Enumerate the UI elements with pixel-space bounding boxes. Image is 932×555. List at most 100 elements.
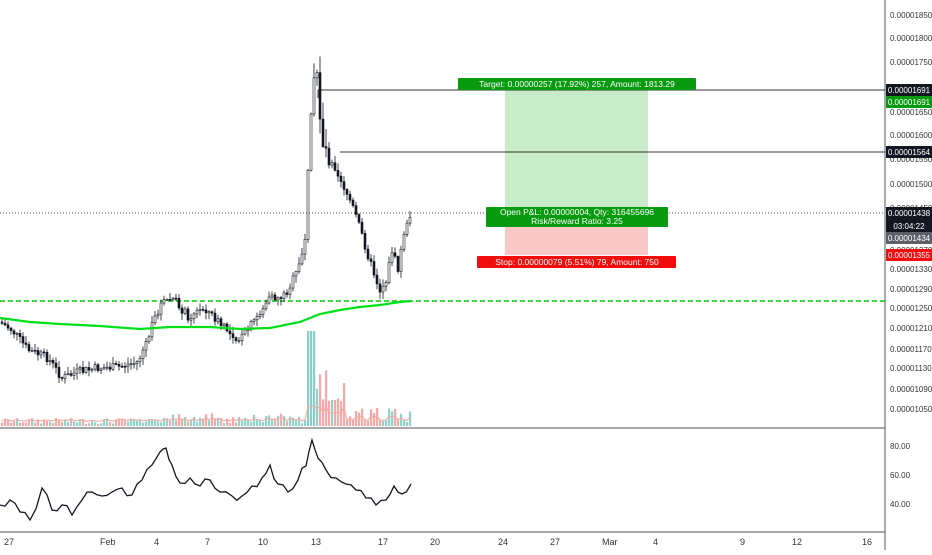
price-tick-label: 0.00001290 [890, 285, 932, 294]
target-label[interactable]: Target: 0.00000257 (17.92%) 257, Amount:… [458, 78, 696, 90]
volume-bar [61, 421, 64, 426]
volume-bar [55, 418, 58, 426]
price-tick-label: 0.00001850 [890, 11, 932, 20]
price-tick-label: 0.00001330 [890, 265, 932, 274]
volume-bar [241, 420, 244, 426]
candles[interactable] [0, 56, 412, 384]
candle-body [93, 364, 97, 370]
candle-body [357, 214, 361, 223]
candle-body [168, 299, 172, 301]
candle-body [102, 367, 106, 370]
volume-bar [181, 418, 184, 426]
volume-bar [40, 423, 43, 426]
volume-bar [379, 420, 382, 426]
rsi-line[interactable] [0, 437, 412, 522]
volume-bar [292, 417, 295, 426]
volume-bar [85, 423, 88, 426]
volume-bar [205, 414, 208, 426]
candle-body [201, 309, 205, 311]
candle-body [372, 261, 376, 276]
volume-bar [187, 421, 190, 426]
volume-bar [142, 422, 145, 426]
rsi-axis[interactable]: 80.00 60.00 40.00 [890, 442, 911, 509]
price-tick-label: 0.00001550 [890, 155, 932, 164]
candle-body [159, 302, 163, 315]
svg-text:0.00001691: 0.00001691 [888, 98, 931, 107]
volume-bar [232, 417, 235, 426]
volume-bar [175, 420, 178, 426]
volume-bar [70, 418, 73, 426]
pnl-label-text: Open P&L: 0.00000004, Qty: 316455696 [500, 207, 654, 217]
candle-body [348, 194, 352, 201]
rr-label-text: Risk/Reward Ratio: 3.25 [531, 216, 623, 226]
volume-bar [406, 421, 409, 426]
volume-bar [124, 419, 127, 426]
candle-body [207, 311, 211, 314]
candle-body [324, 146, 328, 149]
candle-body [3, 322, 7, 326]
volume-bar [136, 420, 139, 426]
candle-body [342, 181, 346, 190]
volume-bar [133, 419, 136, 426]
price-tick-label: 0.00001170 [890, 345, 932, 354]
candle-body [129, 363, 133, 366]
candle-body [384, 282, 388, 287]
candle-body [174, 297, 178, 300]
volume-bar [358, 412, 361, 426]
time-axis[interactable]: 27 Feb 4 7 10 13 17 20 24 27 Mar 4 9 12 16 [4, 537, 872, 547]
volume-bar [58, 420, 61, 426]
candle-body [252, 319, 256, 322]
candle-body [282, 292, 286, 299]
volume-bar [193, 416, 196, 426]
volume-bar [127, 421, 130, 426]
candle-body [339, 175, 343, 182]
candle-body [171, 297, 175, 300]
volume-bar [238, 417, 241, 426]
volume-ma-line [1, 404, 411, 422]
candle-body [21, 336, 25, 344]
volume-bar [139, 419, 142, 426]
volume-bar [409, 411, 412, 426]
candle-body [81, 367, 85, 373]
candle-body [90, 368, 94, 371]
volume-bar [49, 421, 52, 426]
volume-bar [151, 419, 154, 426]
rsi-tick-label: 80.00 [890, 442, 911, 451]
candle-body [288, 287, 292, 295]
volume-bar [157, 421, 160, 426]
moving-average-line[interactable] [0, 299, 412, 331]
candle-body [45, 352, 49, 362]
candle-body [366, 248, 370, 260]
candle-body [219, 318, 223, 326]
candle-body [258, 314, 262, 317]
candle-body [120, 365, 124, 368]
volume-bar [211, 413, 214, 426]
volume-bar [229, 422, 232, 426]
volume-bar [343, 383, 346, 426]
pnl-label[interactable]: Open P&L: 0.00000004, Qty: 316455696 Ris… [486, 207, 668, 227]
candle-body [387, 262, 391, 283]
candle-body [33, 349, 37, 352]
volume-bar [145, 421, 148, 426]
candle-body [303, 239, 307, 255]
price-tick-label: 0.00001800 [890, 34, 932, 43]
volume-bar [382, 421, 385, 426]
candle-body [9, 327, 13, 332]
volume-bar [172, 414, 175, 426]
volume-bar [184, 417, 187, 426]
stop-label[interactable]: Stop: 0.00000079 (5.51%) 79, Amount: 750 [477, 256, 676, 268]
volume-bar [82, 419, 85, 426]
volume-bar [4, 418, 7, 426]
volume-bar [298, 416, 301, 426]
candle-body [297, 263, 301, 272]
candle-body [162, 299, 166, 304]
candle-body [66, 373, 70, 375]
candle-body [306, 169, 310, 240]
volume-bar [280, 413, 283, 426]
candle-body [177, 297, 181, 309]
volume-bar [112, 423, 115, 426]
time-tick-label: 16 [862, 537, 872, 547]
candle-body [375, 274, 379, 285]
volume-bar [208, 420, 211, 426]
